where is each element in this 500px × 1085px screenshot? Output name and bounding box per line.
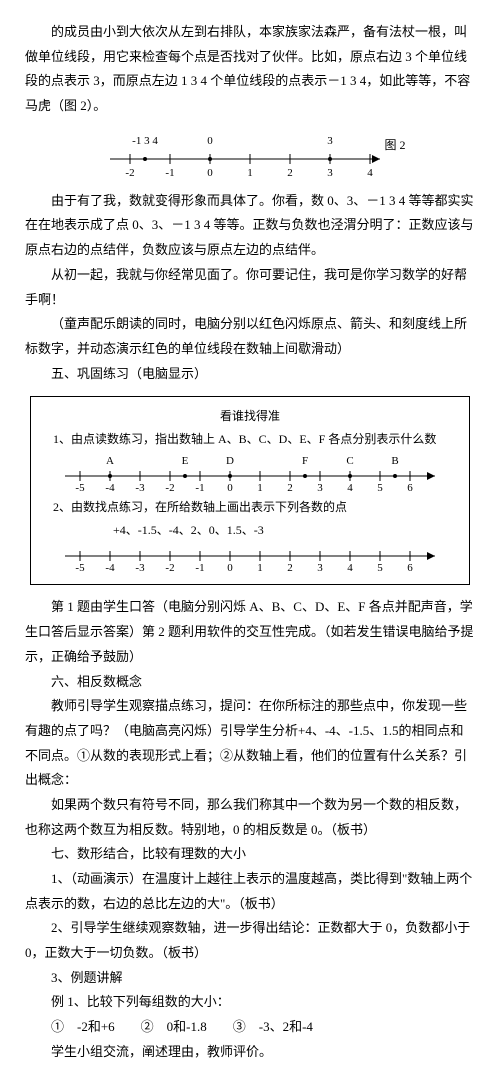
paragraph-16: 学生小组交流，阐述理由，教师评价。 [25,1040,475,1065]
svg-text:-1 3 4: -1 3 4 [132,135,158,147]
paragraph-10: 七、数形结合，比较有理数的大小 [25,842,475,867]
svg-text:1: 1 [257,562,263,574]
paragraph-7: 六、相反数概念 [25,670,475,695]
box-title: 看谁找得准 [41,405,459,428]
svg-text:0: 0 [227,482,233,494]
svg-text:3: 3 [327,135,333,147]
paragraph-2: 由于有了我，数就变得形象而具体了。你看，数 0、3、－1 3 4 等等都实实在在… [25,189,475,263]
question-2-values: +4、-1.5、-4、2、0、1.5、-3 [41,519,459,542]
paragraph-1: 的成员由小到大依次从左到右排队，本家族家法森严，备有法杖一根，叫做单位线段，用它… [25,20,475,119]
svg-text:-4: -4 [105,482,115,494]
svg-text:0: 0 [207,167,213,179]
svg-text:3: 3 [317,482,323,494]
number-line-2: -5 -4 -3 -2 -1 0 1 2 3 4 5 6 [50,541,450,576]
svg-text:C: C [346,455,353,467]
svg-text:1: 1 [257,482,263,494]
svg-text:0: 0 [207,135,213,147]
svg-text:1: 1 [247,167,253,179]
svg-text:4: 4 [367,167,373,179]
svg-text:3: 3 [317,562,323,574]
svg-text:-1: -1 [195,482,204,494]
svg-text:B: B [391,455,398,467]
svg-text:-2: -2 [125,167,134,179]
paragraph-11: 1、（动画演示）在温度计上越往上表示的温度越高，类比得到"数轴上两个点表示的数，… [25,867,475,916]
svg-text:-3: -3 [135,482,145,494]
svg-text:-1: -1 [165,167,174,179]
paragraph-14: 例 1、比较下列每组数的大小： [25,990,475,1015]
svg-text:A: A [106,455,114,467]
paragraph-15: ① -2和+6 ② 0和-1.8 ③ -3、2和-4 [25,1015,475,1040]
paragraph-8: 教师引导学生观察描点练习，提问：在你所标注的那些点中，你发现一些有趣的点了吗？（… [25,694,475,793]
svg-text:5: 5 [377,562,383,574]
svg-text:图 2: 图 2 [384,138,405,152]
paragraph-13: 3、例题讲解 [25,966,475,991]
question-2: 2、由数找点练习，在所给数轴上画出表示下列各数的点 [41,496,459,519]
paragraph-6: 第 1 题由学生口答（电脑分别闪烁 A、B、C、D、E、F 各点并配声音，学生口… [25,595,475,669]
svg-text:E: E [182,455,189,467]
svg-text:F: F [302,455,308,467]
svg-text:-3: -3 [135,562,145,574]
question-1: 1、由点读数练习，指出数轴上 A、B、C、D、E、F 各点分别表示什么数 [41,428,459,451]
svg-text:-4: -4 [105,562,115,574]
svg-text:-2: -2 [165,482,174,494]
svg-text:5: 5 [377,482,383,494]
exercise-box: 看谁找得准 1、由点读数练习，指出数轴上 A、B、C、D、E、F 各点分别表示什… [30,396,470,585]
paragraph-12: 2、引导学生继续观察数轴，进一步得出结论：正数都大于 0，负数都小于 0，正数大… [25,916,475,965]
svg-text:2: 2 [287,482,293,494]
paragraph-4: （童声配乐朗读的同时，电脑分别以红色闪烁原点、箭头、和刻度线上所标数字，并动态演… [25,312,475,361]
paragraph-9: 如果两个数只有符号不同，那么我们称其中一个数为另一个数的相反数，也称这两个数互为… [25,793,475,842]
svg-text:6: 6 [407,482,413,494]
svg-text:D: D [226,455,234,467]
svg-text:-2: -2 [165,562,174,574]
svg-text:0: 0 [227,562,233,574]
paragraph-5: 五、巩固练习（电脑显示） [25,362,475,387]
svg-text:4: 4 [347,482,353,494]
svg-text:6: 6 [407,562,413,574]
svg-text:2: 2 [287,167,293,179]
svg-text:-1: -1 [195,562,204,574]
number-line-1: A E D F C B -5 -4 -3 -2 -1 0 1 2 3 4 5 6 [50,451,450,496]
svg-text:-5: -5 [75,562,85,574]
svg-text:2: 2 [287,562,293,574]
svg-text:-5: -5 [75,482,85,494]
paragraph-3: 从初一起，我就与你经常见面了。你可要记住，我可是你学习数学的好帮手啊！ [25,263,475,312]
figure-2: -1 3 4 0 3 -2 -1 0 1 2 3 4 图 2 [25,124,475,184]
svg-text:3: 3 [327,167,333,179]
svg-text:4: 4 [347,562,353,574]
